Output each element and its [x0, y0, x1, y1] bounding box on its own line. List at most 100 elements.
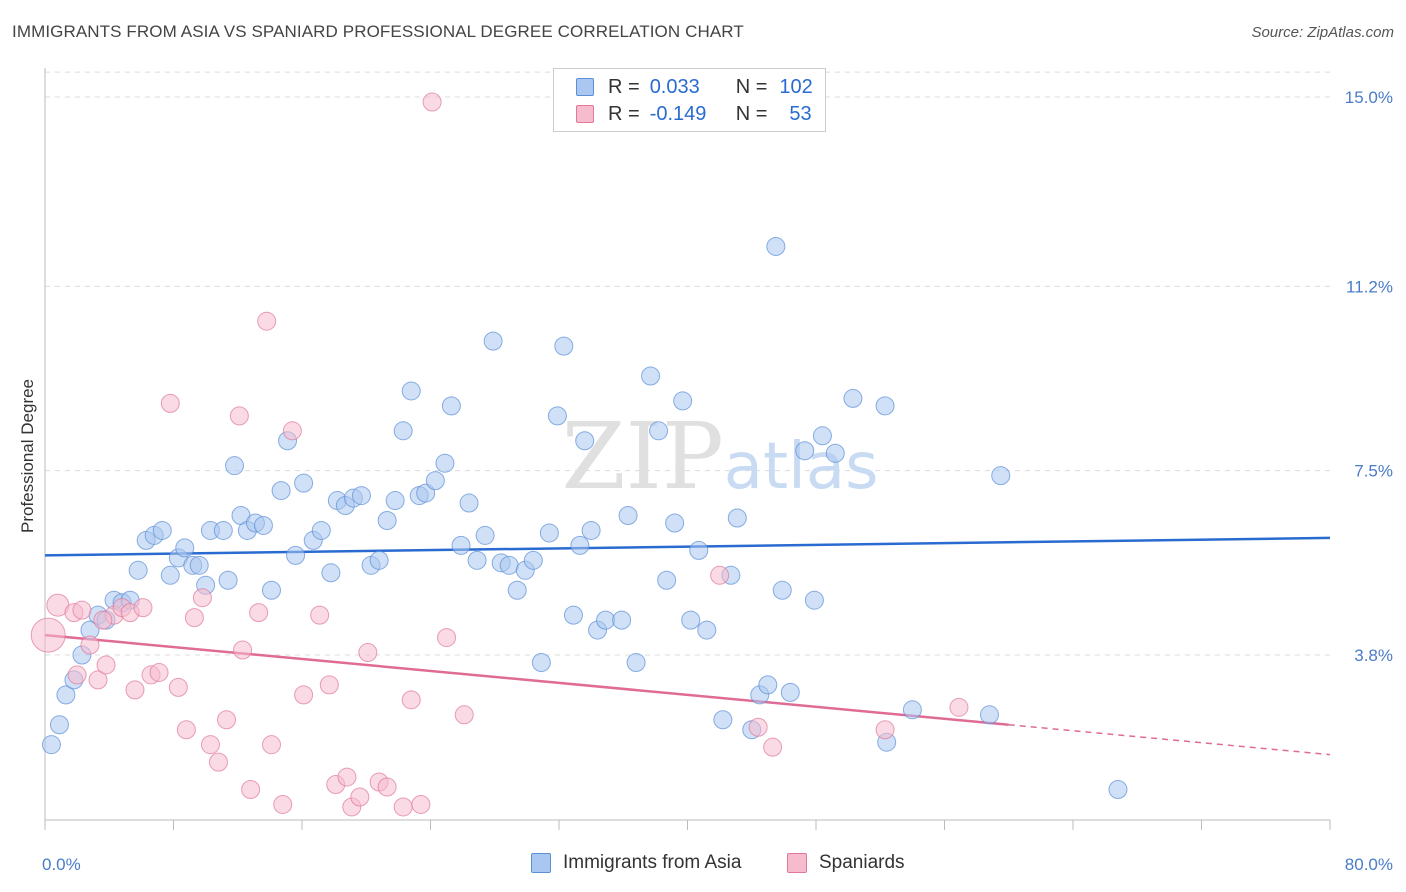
asia-point: [189, 555, 209, 575]
stats-legend: R = 0.033 N = 102 R = -0.149 N = 53: [553, 68, 826, 132]
spaniard-point: [184, 608, 204, 628]
asia-point: [681, 610, 701, 630]
spaniard-point: [249, 603, 269, 623]
watermark-atlas: atlas: [724, 430, 879, 504]
asia-point: [385, 491, 405, 511]
source-note: Source: ZipAtlas.com: [1251, 24, 1394, 41]
spaniard-point: [337, 767, 357, 787]
asia-point: [689, 540, 709, 560]
spaniard-point: [358, 643, 378, 663]
asia-point: [570, 535, 590, 555]
asia-point: [369, 550, 389, 570]
spaniards-swatch: [576, 105, 594, 123]
spaniard-point: [350, 787, 370, 807]
n-value-asia: 102: [779, 75, 813, 98]
n-label: N =: [735, 102, 768, 125]
spaniard-point: [208, 752, 228, 772]
spaniard-point: [401, 690, 421, 710]
asia-point: [425, 471, 445, 491]
asia-point: [393, 421, 413, 441]
asia-point: [539, 523, 559, 543]
spaniard-point: [273, 794, 293, 814]
asia-point: [772, 580, 792, 600]
spaniard-point: [310, 605, 330, 625]
asia-point: [780, 682, 800, 702]
asia-point: [351, 486, 371, 506]
spaniard-point: [875, 720, 895, 740]
asia-point: [727, 508, 747, 528]
r-value-asia: 0.033: [649, 75, 700, 98]
asia-point: [377, 510, 397, 530]
chart-title: IMMIGRANTS FROM ASIA VS SPANIARD PROFESS…: [12, 22, 744, 41]
trend-line-spaniards-extrapolated: [1008, 724, 1331, 756]
asia-point: [713, 710, 733, 730]
asia-point: [49, 715, 69, 735]
spaniard-point: [200, 735, 220, 755]
asia-point: [673, 391, 693, 411]
asia-swatch: [531, 853, 551, 873]
asia-point: [641, 366, 661, 386]
asia-point: [441, 396, 461, 416]
spaniard-point: [229, 406, 249, 426]
series-asia: [41, 236, 1128, 800]
asia-point: [795, 441, 815, 461]
spaniard-point: [160, 393, 180, 413]
asia-point: [467, 550, 487, 570]
spaniard-point: [133, 598, 153, 618]
r-label: R =: [608, 75, 640, 98]
watermark: ZIPatlas: [562, 403, 879, 510]
asia-point: [451, 535, 471, 555]
asia-point: [435, 453, 455, 473]
legend-label-asia: Immigrants from Asia: [563, 852, 742, 873]
spaniard-point: [261, 735, 281, 755]
asia-point: [766, 236, 786, 256]
asia-point: [812, 426, 832, 446]
y-tick-label: 11.2%: [1346, 277, 1393, 296]
spaniard-point: [282, 421, 302, 441]
asia-point: [825, 443, 845, 463]
asia-point: [160, 565, 180, 585]
legend-row-spaniards: R = -0.149 N = 53: [576, 102, 812, 126]
asia-point: [56, 685, 76, 705]
y-axis-label: Professional Degree: [18, 379, 37, 533]
asia-point: [401, 381, 421, 401]
watermark-zip: ZIP: [562, 403, 724, 510]
spaniard-point: [763, 737, 783, 757]
trend-line-asia: [44, 536, 1331, 557]
asia-point: [626, 652, 646, 672]
asia-point: [152, 520, 172, 540]
series-legend: Immigrants from Asia Spaniards: [0, 852, 1406, 878]
legend-row-asia: R = 0.033 N = 102: [576, 75, 813, 99]
asia-point: [596, 610, 616, 630]
asia-point: [507, 580, 527, 600]
asia-point: [286, 545, 306, 565]
r-label: R =: [608, 102, 640, 125]
data-points: [30, 92, 1128, 817]
asia-point: [618, 506, 638, 525]
asia-point: [1108, 780, 1128, 800]
axis-ticks: 0.0% 80.0%: [42, 820, 1393, 874]
asia-point: [547, 406, 567, 426]
spaniard-point: [241, 780, 261, 800]
x-tick-label-min: 0.0%: [42, 855, 81, 874]
spaniard-point: [437, 628, 457, 648]
spaniard-point: [393, 797, 413, 817]
legend-item-asia[interactable]: Immigrants from Asia: [531, 852, 741, 874]
asia-point: [271, 481, 291, 501]
n-value-spaniards: 53: [789, 102, 812, 125]
asia-point: [612, 610, 632, 630]
asia-point: [531, 652, 551, 672]
legend-item-spaniards[interactable]: Spaniards: [787, 852, 905, 874]
spaniard-point: [294, 685, 314, 705]
spaniard-point: [233, 640, 253, 660]
asia-point: [758, 675, 778, 695]
asia-point: [665, 513, 685, 533]
trend-line-spaniards: [44, 633, 1009, 726]
x-tick-label-max: 80.0%: [1345, 855, 1393, 874]
asia-point: [253, 515, 273, 535]
asia-point: [459, 493, 479, 513]
asia-point: [991, 466, 1011, 486]
asia-point: [563, 605, 583, 625]
asia-point: [475, 525, 495, 545]
asia-point: [875, 396, 895, 416]
